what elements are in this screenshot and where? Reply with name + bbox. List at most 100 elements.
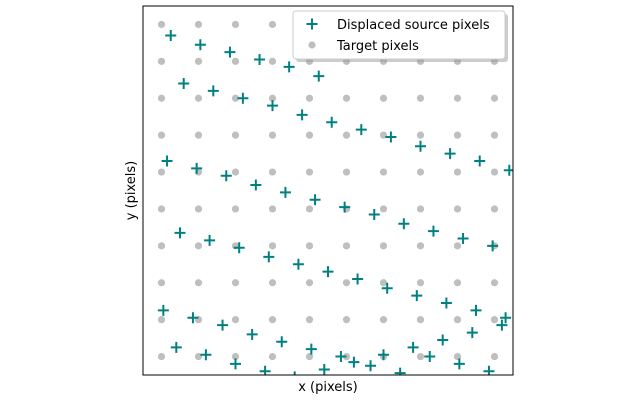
- target-pixel-point: [453, 205, 462, 213]
- displaced-source-pixel-point: [296, 109, 308, 121]
- target-pixel-point: [453, 242, 462, 250]
- target-pixel-point: [157, 131, 166, 139]
- target-pixel-point: [157, 316, 166, 324]
- displaced-source-pixel-point: [194, 39, 206, 51]
- target-pixel-point: [453, 94, 462, 102]
- displaced-source-pixel-point: [335, 351, 347, 363]
- target-pixel-point: [305, 205, 314, 213]
- displaced-source-pixel-point: [187, 312, 199, 324]
- displaced-source-pixel-point: [355, 124, 367, 136]
- target-pixel-point: [453, 131, 462, 139]
- plot-area-frame: [142, 5, 514, 376]
- displaced-source-pixel-point: [457, 232, 469, 244]
- target-pixel-point: [194, 20, 203, 29]
- target-pixel-point: [194, 131, 203, 139]
- displaced-source-pixel-point: [170, 341, 182, 353]
- displaced-source-pixel-point: [250, 179, 262, 191]
- x-axis-label: x (pixels): [298, 380, 358, 395]
- displaced-source-pixel-point: [407, 341, 419, 353]
- target-pixel-point: [268, 57, 277, 65]
- displaced-source-pixel-point: [174, 227, 186, 239]
- displaced-source-pixel-point: [368, 208, 380, 220]
- displaced-source-pixel-point: [326, 116, 338, 128]
- displaced-source-pixel-point: [348, 356, 360, 368]
- target-pixel-point: [231, 57, 240, 65]
- target-pixel-point: [416, 94, 425, 102]
- target-pixel-point: [157, 168, 166, 176]
- target-pixel-point: [268, 352, 277, 361]
- target-pixel-point: [268, 205, 277, 213]
- target-pixel-point: [416, 205, 425, 213]
- displaced-source-pixel-point: [224, 46, 236, 58]
- target-pixel-point: [157, 242, 166, 250]
- displaced-source-pixel-point: [466, 327, 478, 339]
- displaced-source-pixel-point: [381, 282, 393, 294]
- target-pixel-point: [416, 352, 425, 361]
- target-pixel-point: [379, 242, 388, 250]
- displaced-source-pixel-point: [500, 312, 512, 324]
- target-pixel-point: [305, 94, 314, 102]
- displaced-source-pixel-point: [263, 251, 275, 263]
- displaced-source-pixel-point: [293, 371, 296, 375]
- target-pixel-point: [305, 242, 314, 250]
- target-pixel-point: [453, 279, 462, 287]
- target-pixel-point: [305, 279, 314, 287]
- target-pixel-point: [379, 279, 388, 287]
- displaced-source-pixel-point: [292, 258, 304, 270]
- target-pixel-point: [157, 20, 166, 29]
- displaced-source-pixel-point: [378, 349, 389, 361]
- target-pixel-point: [379, 316, 388, 324]
- target-pixel-point: [416, 316, 425, 324]
- displaced-source-pixel-point: [352, 273, 364, 285]
- displaced-source-pixel-point: [305, 343, 317, 355]
- target-pixel-point: [416, 131, 425, 139]
- target-pixel-point: [231, 168, 240, 176]
- target-pixel-point: [157, 352, 166, 361]
- target-pixel-point: [379, 205, 388, 213]
- target-pixel-point: [231, 94, 240, 102]
- target-pixel-point: [490, 316, 499, 324]
- target-pixel-point: [490, 131, 499, 139]
- target-pixel-point: [453, 316, 462, 324]
- target-pixel-point: [342, 316, 351, 324]
- target-pixel-point: [157, 57, 166, 65]
- displaced-source-pixel-point: [313, 70, 325, 82]
- displaced-source-pixel-point: [230, 358, 241, 370]
- displaced-source-pixel-point: [309, 194, 321, 206]
- displaced-source-pixel-point: [165, 30, 177, 42]
- displaced-source-pixel-point: [279, 186, 291, 198]
- target-pixel-point: [157, 279, 166, 287]
- target-pixel-point: [231, 279, 240, 287]
- target-pixel-point: [157, 205, 166, 213]
- displaced-source-pixel-point: [398, 218, 410, 230]
- legend-circle-marker: [308, 41, 316, 49]
- legend-label-displaced-source: Displaced source pixels: [337, 18, 490, 33]
- displaced-source-pixel-point: [474, 155, 486, 167]
- target-pixel-point: [268, 131, 277, 139]
- displaced-source-pixel-point: [339, 201, 351, 213]
- target-pixel-point: [231, 131, 240, 139]
- legend-label-target-pixels: Target pixels: [336, 39, 419, 54]
- target-pixel-point: [194, 279, 203, 287]
- displaced-source-pixel-point: [283, 61, 295, 73]
- target-pixel-point: [268, 279, 277, 287]
- target-pixel-point: [194, 57, 203, 65]
- displaced-source-pixel-point: [157, 304, 169, 316]
- displaced-source-pixel-point: [444, 148, 456, 160]
- displaced-source-pixel-point: [161, 155, 173, 167]
- target-pixel-point: [416, 279, 425, 287]
- target-pixel-point: [490, 279, 499, 287]
- target-pixel-point: [305, 131, 314, 139]
- displaced-source-pixel-point: [365, 360, 377, 372]
- target-pixel-point: [490, 94, 499, 102]
- target-pixel-point: [342, 242, 351, 250]
- displaced-source-pixel-point: [204, 234, 216, 246]
- displaced-source-pixel-point: [411, 290, 423, 302]
- displaced-source-pixel-point: [394, 367, 406, 375]
- displaced-source-pixel-point: [440, 297, 452, 309]
- target-pixel-point: [231, 205, 240, 213]
- displaced-source-pixel-point: [453, 358, 465, 370]
- target-pixel-point: [490, 168, 499, 176]
- target-pixel-point: [231, 352, 240, 361]
- target-pixel-point: [342, 352, 351, 361]
